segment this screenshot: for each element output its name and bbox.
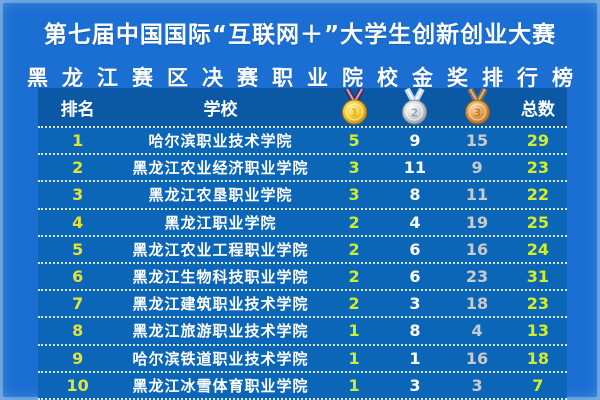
total-count-cell: 31 <box>526 267 549 287</box>
bronze-medal-icon: 3 <box>464 87 490 124</box>
school-cell: 哈尔滨铁道职业技术学院 <box>132 349 309 368</box>
bronze-count-cell: 16 <box>465 239 489 259</box>
silver-count-cell: 6 <box>409 239 421 259</box>
table-row: 3 黑龙江农垦职业学院 3 8 11 22 <box>38 182 567 210</box>
bronze-count-cell: 4 <box>471 321 483 341</box>
bronze-count-cell: 15 <box>465 131 489 151</box>
gold-count-cell: 1 <box>348 348 360 368</box>
svg-text:3: 3 <box>473 106 481 119</box>
table-row: 9 哈尔滨铁道职业技术学院 1 1 16 18 <box>38 345 567 373</box>
silver-medal-icon: 2 <box>402 87 428 124</box>
gold-count-cell: 2 <box>348 294 360 314</box>
rank-cell: 7 <box>72 294 84 314</box>
table-row: 7 黑龙江建筑职业技术学院 2 3 18 23 <box>38 291 567 319</box>
gold-count-cell: 2 <box>348 267 360 287</box>
total-count-cell: 7 <box>532 375 544 395</box>
rank-cell: 2 <box>72 158 84 178</box>
page-title-line2: 黑龙江赛区决赛职业院校金奖排行榜 <box>27 66 587 90</box>
school-cell: 黑龙江农垦职业学院 <box>148 186 293 205</box>
total-count-cell: 23 <box>526 294 549 314</box>
rank-cell: 9 <box>72 348 84 368</box>
column-header-silver: 2 <box>384 87 445 125</box>
svg-text:1: 1 <box>350 106 358 119</box>
school-cell: 黑龙江生物科技职业学院 <box>132 268 309 287</box>
rank-cell: 5 <box>72 239 84 259</box>
gold-count-cell: 2 <box>348 239 360 259</box>
silver-count-cell: 6 <box>409 267 421 287</box>
school-cell: 黑龙江冰雪体育职业学院 <box>132 376 309 395</box>
table-row: 10 黑龙江冰雪体育职业学院 1 3 3 7 <box>38 372 567 400</box>
table-row: 2 黑龙江农业经济职业学院 3 11 9 23 <box>38 155 567 183</box>
rank-cell: 4 <box>72 212 84 232</box>
bronze-count-cell: 23 <box>465 267 489 287</box>
svg-text:2: 2 <box>411 106 419 119</box>
column-header-bronze: 3 <box>445 87 508 125</box>
rank-cell: 10 <box>66 375 89 395</box>
gold-count-cell: 2 <box>348 212 360 232</box>
gold-medal-icon: 1 <box>341 87 367 124</box>
total-count-cell: 29 <box>526 131 549 151</box>
bronze-count-cell: 19 <box>465 212 489 232</box>
table-row: 4 黑龙江职业学院 2 4 19 25 <box>38 209 567 237</box>
total-count-cell: 23 <box>526 158 549 178</box>
table-row: 6 黑龙江生物科技职业学院 2 6 23 31 <box>38 263 567 292</box>
total-count-cell: 24 <box>526 239 549 259</box>
column-header-rank: 排名 <box>60 99 95 120</box>
silver-count-cell: 11 <box>403 158 427 178</box>
silver-count-cell: 3 <box>409 375 421 395</box>
school-cell: 哈尔滨职业技术学院 <box>148 132 293 151</box>
ranking-table: 排名 学校 1 <box>38 87 567 400</box>
rank-cell: 1 <box>72 131 84 151</box>
table-row: 1 哈尔滨职业技术学院 5 9 15 29 <box>38 128 567 156</box>
rank-cell: 6 <box>72 267 84 287</box>
silver-count-cell: 8 <box>409 185 421 205</box>
column-header-gold: 1 <box>324 87 385 125</box>
page-title-line1: 第七届中国国际“互联网＋”大学生创新创业大赛 <box>43 22 557 48</box>
silver-count-cell: 3 <box>409 294 421 314</box>
school-cell: 黑龙江旅游职业技术学院 <box>132 322 309 341</box>
table-body: 1 哈尔滨职业技术学院 5 9 15 29 2 黑龙江农业经济职业学院 3 11… <box>38 128 567 400</box>
total-count-cell: 22 <box>526 185 549 205</box>
rank-cell: 3 <box>72 185 84 205</box>
bronze-count-cell: 16 <box>465 348 489 368</box>
total-count-cell: 13 <box>526 321 549 341</box>
table-row: 5 黑龙江农业工程职业学院 2 6 16 24 <box>38 236 567 264</box>
bronze-count-cell: 3 <box>471 375 483 395</box>
gold-count-cell: 1 <box>348 375 360 395</box>
gold-count-cell: 3 <box>348 185 360 205</box>
gold-count-cell: 1 <box>348 321 360 341</box>
silver-count-cell: 4 <box>409 212 421 232</box>
silver-count-cell: 9 <box>409 131 421 151</box>
gold-count-cell: 5 <box>348 131 360 151</box>
bronze-count-cell: 9 <box>471 158 483 178</box>
school-cell: 黑龙江职业学院 <box>164 213 277 232</box>
bronze-count-cell: 18 <box>465 294 489 314</box>
silver-count-cell: 8 <box>409 321 421 341</box>
total-count-cell: 18 <box>526 348 549 368</box>
total-count-cell: 25 <box>526 212 549 232</box>
school-cell: 黑龙江农业经济职业学院 <box>132 159 309 178</box>
bronze-count-cell: 11 <box>465 185 489 205</box>
rank-cell: 8 <box>72 321 84 341</box>
table-row: 8 黑龙江旅游职业技术学院 1 8 4 13 <box>38 318 567 346</box>
silver-count-cell: 1 <box>409 348 421 368</box>
table-header-row: 排名 学校 1 <box>38 87 567 128</box>
school-cell: 黑龙江农业工程职业学院 <box>132 240 309 259</box>
column-header-total: 总数 <box>520 99 555 120</box>
gold-count-cell: 3 <box>348 158 360 178</box>
column-header-school: 学校 <box>203 99 238 120</box>
school-cell: 黑龙江建筑职业技术学院 <box>132 295 309 314</box>
